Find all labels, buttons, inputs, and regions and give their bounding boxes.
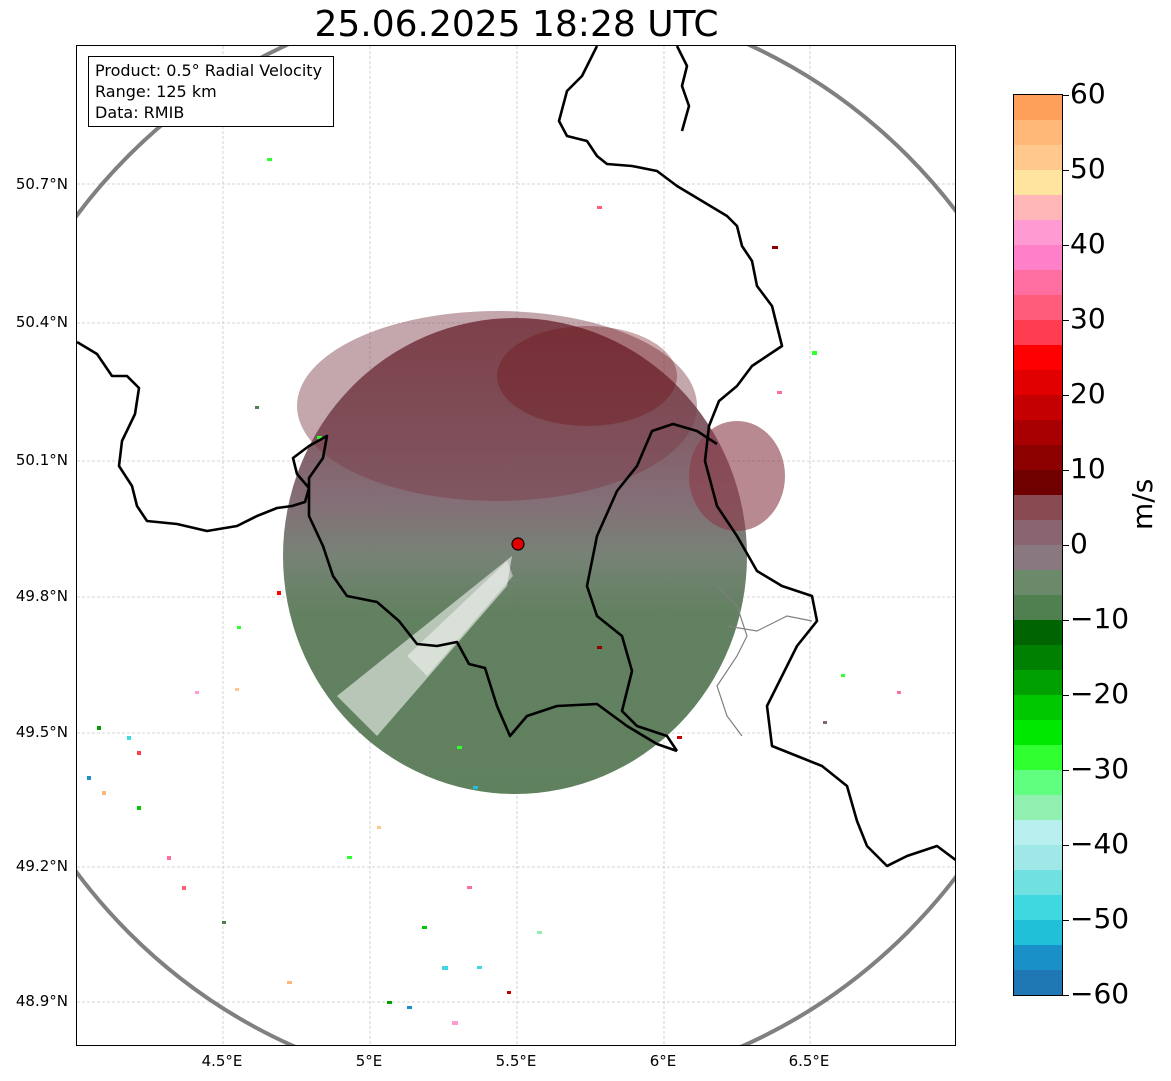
colorbar-swatch — [1014, 795, 1062, 821]
lon-label: 5.5°E — [495, 1052, 537, 1070]
colorbar-tick — [1063, 95, 1069, 96]
colorbar-swatch — [1014, 545, 1062, 571]
colorbar-swatch — [1014, 95, 1062, 121]
colorbar-swatch — [1014, 695, 1062, 721]
colorbar-swatch — [1014, 970, 1062, 995]
colorbar-swatch — [1014, 895, 1062, 921]
lat-label: 50.1°N — [15, 451, 68, 469]
colorbar-tick-label: 30 — [1070, 302, 1106, 335]
velocity-speckles — [87, 158, 901, 1025]
colorbar-swatch — [1014, 220, 1062, 246]
lat-label: 49.8°N — [15, 587, 68, 605]
border-de-north — [675, 46, 691, 132]
colorbar-swatch — [1014, 720, 1062, 746]
colorbar-tick-label: −50 — [1070, 902, 1130, 935]
colorbar-tick — [1063, 620, 1069, 621]
border-be-fr — [77, 340, 678, 753]
colorbar-swatch — [1014, 820, 1062, 846]
colorbar-swatch — [1014, 295, 1062, 321]
colorbar-swatch — [1014, 170, 1062, 196]
admin-borders — [716, 585, 813, 737]
colorbar-gradient — [1014, 95, 1062, 995]
velocity-colorbar — [1013, 94, 1063, 996]
colorbar-swatch — [1014, 345, 1062, 371]
lon-label: 6.5°E — [788, 1052, 830, 1070]
colorbar-swatch — [1014, 495, 1062, 521]
radar-site-marker — [511, 537, 525, 551]
colorbar-tick-label: 20 — [1070, 377, 1106, 410]
lat-label: 48.9°N — [15, 992, 68, 1010]
colorbar-swatch — [1014, 645, 1062, 671]
colorbar-tick-label: −30 — [1070, 752, 1130, 785]
colorbar-swatch — [1014, 670, 1062, 696]
colorbar-swatch — [1014, 370, 1062, 396]
colorbar-swatch — [1014, 570, 1062, 596]
colorbar-swatch — [1014, 745, 1062, 771]
info-range: Range: 125 km — [95, 82, 217, 101]
colorbar-tick-label: −10 — [1070, 602, 1130, 635]
colorbar-tick-label: −60 — [1070, 977, 1130, 1010]
strong-outbound-core — [497, 326, 677, 426]
colorbar-tick — [1063, 995, 1069, 996]
colorbar-swatch — [1014, 245, 1062, 271]
colorbar-swatch — [1014, 520, 1062, 546]
map-title: 25.06.2025 18:28 UTC — [314, 4, 719, 45]
colorbar-tick-label: 0 — [1070, 527, 1088, 560]
colorbar-tick-label: −40 — [1070, 827, 1130, 860]
colorbar-swatch — [1014, 620, 1062, 646]
inbound-core — [297, 311, 697, 501]
colorbar-swatch — [1014, 845, 1062, 871]
radar-map[interactable] — [76, 45, 956, 1046]
colorbar-swatch — [1014, 420, 1062, 446]
colorbar-swatch — [1014, 595, 1062, 621]
info-data-source: Data: RMIB — [95, 103, 185, 122]
colorbar-tick — [1063, 470, 1069, 471]
colorbar-swatch — [1014, 195, 1062, 221]
lon-label: 5°E — [355, 1052, 383, 1070]
border-lux — [585, 422, 718, 752]
colorbar-tick — [1063, 770, 1069, 771]
colorbar-tick-label: 40 — [1070, 227, 1106, 260]
colorbar-swatch — [1014, 770, 1062, 796]
colorbar-swatch — [1014, 145, 1062, 171]
lat-label: 49.2°N — [15, 857, 68, 875]
colorbar-tick-label: −20 — [1070, 677, 1130, 710]
colorbar-tick-label: 60 — [1070, 77, 1106, 110]
radar-map-canvas — [77, 46, 955, 1045]
beam-blockage — [407, 561, 513, 676]
lon-label: 4.5°E — [201, 1052, 243, 1070]
colorbar-tick — [1063, 695, 1069, 696]
colorbar-tick — [1063, 920, 1069, 921]
border-de — [557, 46, 955, 868]
colorbar-tick — [1063, 320, 1069, 321]
colorbar-tick-label: 10 — [1070, 452, 1106, 485]
lon-label: 6°E — [649, 1052, 677, 1070]
colorbar-swatch — [1014, 920, 1062, 946]
colorbar-swatch — [1014, 445, 1062, 471]
colorbar-tick-label: 50 — [1070, 152, 1106, 185]
colorbar-swatch — [1014, 470, 1062, 496]
lat-label: 50.4°N — [15, 313, 68, 331]
colorbar-swatch — [1014, 945, 1062, 971]
colorbar-unit: m/s — [1126, 478, 1159, 530]
product-info-box: Product: 0.5° Radial Velocity Range: 125… — [88, 56, 334, 127]
colorbar-swatch — [1014, 870, 1062, 896]
colorbar-swatch — [1014, 395, 1062, 421]
outbound-patch-east — [689, 421, 785, 531]
colorbar-swatch — [1014, 320, 1062, 346]
lat-label: 49.5°N — [15, 723, 68, 741]
colorbar-tick — [1063, 845, 1069, 846]
colorbar-swatch — [1014, 120, 1062, 146]
colorbar-swatch — [1014, 270, 1062, 296]
colorbar-tick — [1063, 545, 1069, 546]
colorbar-tick — [1063, 170, 1069, 171]
radar-echo-field — [77, 46, 955, 1045]
info-product: Product: 0.5° Radial Velocity — [95, 61, 323, 80]
lat-label: 50.7°N — [15, 175, 68, 193]
country-borders — [77, 46, 955, 868]
colorbar-tick — [1063, 395, 1069, 396]
colorbar-tick — [1063, 245, 1069, 246]
